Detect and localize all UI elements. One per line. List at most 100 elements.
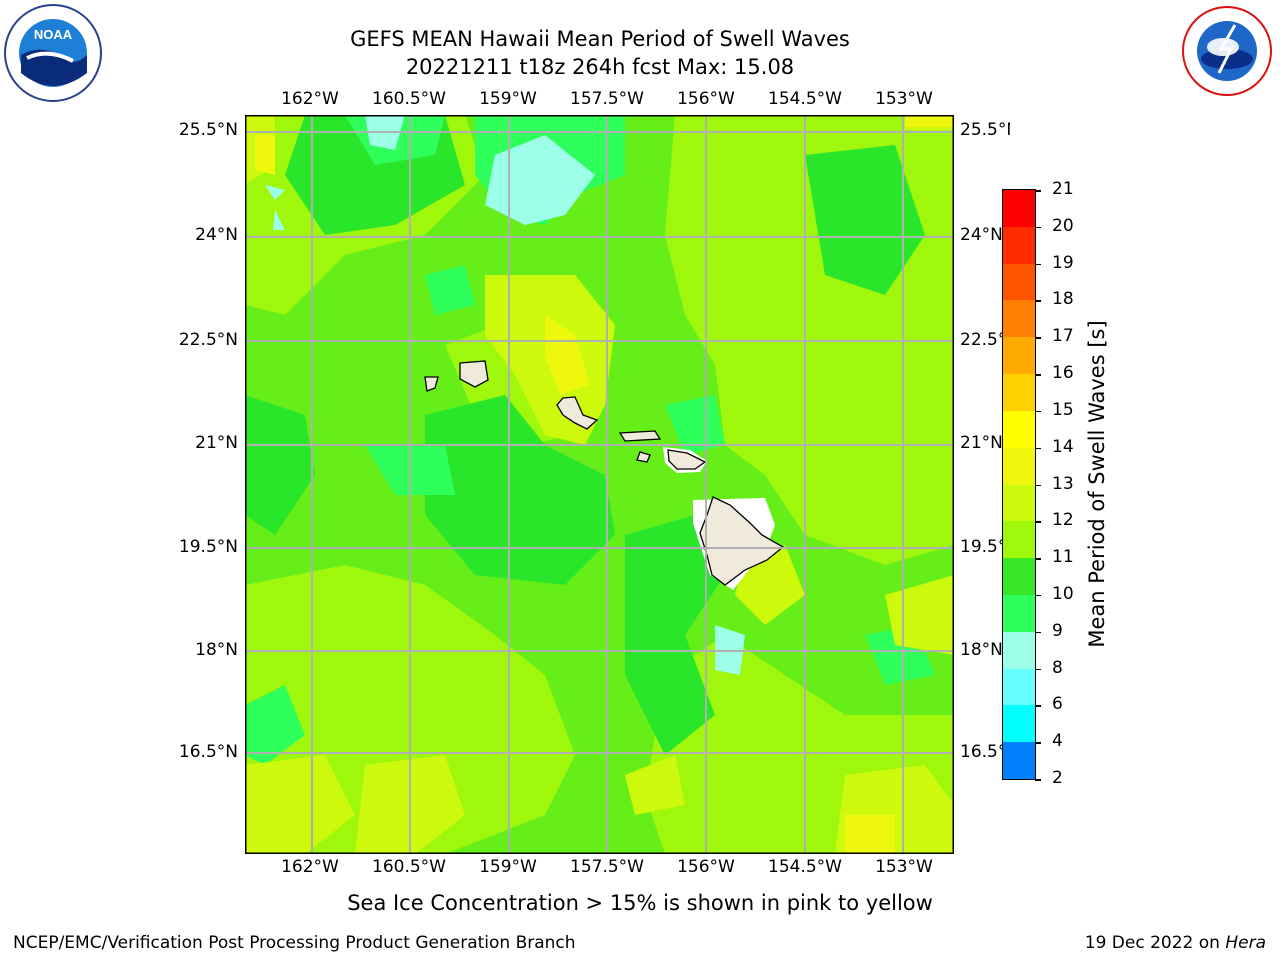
lon-label-top: 162°W: [281, 89, 339, 109]
contour-c8-9: [485, 135, 595, 225]
colorbar-tick-mark: [1035, 447, 1041, 450]
colorbar-segment: [1003, 521, 1035, 559]
colorbar-tick-label: 16: [1052, 363, 1074, 384]
contour-field: [245, 115, 954, 854]
colorbar-tick-label: 19: [1052, 252, 1074, 273]
sea-ice-note: Sea Ice Concentration > 15% is shown in …: [347, 891, 933, 915]
lat-label-left: 19.5°N: [178, 537, 238, 557]
colorbar-tick-label: 12: [1052, 510, 1074, 531]
noaa-logo: NOAA: [4, 4, 102, 102]
colorbar-tick-label: 13: [1052, 473, 1074, 494]
lon-label-bottom: 162°W: [281, 857, 339, 877]
colorbar-tick-label: 2: [1052, 768, 1063, 788]
lat-label-left: 16.5°N: [178, 742, 238, 762]
contour-c9-10: [425, 265, 475, 315]
colorbar-tick-mark: [1035, 410, 1041, 413]
lat-label-right: 25.5°N: [960, 120, 1010, 140]
contour-c13-14: [625, 755, 685, 815]
colorbar-tick-mark: [1035, 705, 1041, 707]
colorbar-tick-label: 18: [1052, 289, 1074, 310]
colorbar-segment: [1003, 410, 1035, 448]
colorbar: [1002, 189, 1036, 780]
swell-period-map: [245, 115, 954, 854]
lat-label-right: 24°N: [960, 225, 1003, 245]
colorbar-segment: [1003, 337, 1035, 375]
colorbar-tick-mark: [1035, 631, 1041, 634]
colorbar-segment: [1003, 226, 1035, 264]
lon-label-top: 154.5°W: [768, 89, 842, 109]
colorbar-tick-mark: [1035, 300, 1041, 302]
colorbar-segment: [1003, 742, 1035, 779]
footer-date-text: 19 Dec 2022 on: [1084, 933, 1226, 953]
island-oahu: [556, 396, 599, 430]
lat-lon-grid: [245, 115, 954, 854]
colorbar-tick-label: 4: [1052, 731, 1063, 752]
colorbar-tick-label: 21: [1052, 179, 1074, 199]
lat-label-right: 19.5°N: [960, 537, 1010, 557]
colorbar-tick-label: 8: [1052, 657, 1063, 678]
colorbar-segment: [1003, 631, 1035, 669]
colorbar-tick-label: 20: [1052, 215, 1074, 236]
contour-c8-9: [273, 210, 285, 230]
colorbar-segment: [1003, 484, 1035, 522]
nws-logo: [1182, 6, 1272, 96]
colorbar-tick-label: 6: [1052, 694, 1063, 715]
contour-c10-11: [245, 395, 315, 535]
contour-c14-15: [545, 315, 590, 395]
lat-label-right: 22.5°N: [960, 330, 1010, 350]
colorbar-segment: [1003, 263, 1035, 301]
island-molokai: [618, 430, 662, 442]
colorbar-tick-mark: [1035, 337, 1041, 339]
map-frame: [245, 115, 954, 854]
colorbar-tick-label: 11: [1052, 547, 1074, 568]
contour-c8-9: [265, 185, 285, 200]
island-niihau: [424, 376, 439, 392]
colorbar-tick-mark: [1035, 374, 1041, 376]
colorbar-segment: [1003, 705, 1035, 743]
island-hawaii: [699, 496, 785, 586]
contour-c14-15: [845, 815, 895, 854]
colorbar-segment: [1003, 190, 1035, 227]
contour-c14-15: [905, 115, 954, 127]
contour-c14-15: [255, 135, 275, 175]
land-masses: [424, 360, 785, 590]
lon-label-top: 156°W: [677, 89, 735, 109]
contour-c10-11: [425, 395, 615, 585]
colorbar-tick-mark: [1035, 668, 1041, 671]
lat-label-right: 18°N: [960, 640, 1003, 660]
colorbar-tick-mark: [1035, 779, 1041, 781]
lat-label-left: 25.5°N: [178, 120, 238, 140]
colorbar-tick-mark: [1035, 558, 1041, 560]
lat-label-right: 16.5°N: [960, 742, 1010, 762]
footer-host: Hera: [1225, 933, 1266, 953]
colorbar-tick-mark: [1035, 190, 1041, 192]
colorbar-segment: [1003, 447, 1035, 485]
colorbar-tick-mark: [1035, 742, 1041, 744]
colorbar-segment: [1003, 558, 1035, 595]
lon-label-bottom: 160.5°W: [372, 857, 446, 877]
contour-c9-10: [665, 395, 725, 455]
colorbar-segment: [1003, 668, 1035, 706]
lon-label-bottom: 157.5°W: [570, 857, 644, 877]
lat-label-left: 21°N: [195, 433, 238, 453]
lon-label-top: 159°W: [479, 89, 537, 109]
lat-label-left: 18°N: [195, 640, 238, 660]
colorbar-segment: [1003, 374, 1035, 411]
lon-label-top: 160.5°W: [372, 89, 446, 109]
colorbar-segment: [1003, 300, 1035, 338]
lat-label-left: 24°N: [195, 225, 238, 245]
lon-label-bottom: 156°W: [677, 857, 735, 877]
colorbar-tick-label: 14: [1052, 436, 1074, 457]
lon-label-bottom: 154.5°W: [768, 857, 842, 877]
island-maui: [667, 449, 707, 470]
colorbar-tick-mark: [1035, 484, 1041, 486]
footer-branch: NCEP/EMC/Verification Post Processing Pr…: [13, 933, 576, 953]
colorbar-tick-label: 9: [1052, 620, 1063, 641]
lon-label-bottom: 153°W: [875, 857, 933, 877]
svg-text:NOAA: NOAA: [34, 27, 73, 42]
colorbar-tick-label: 17: [1052, 326, 1074, 347]
lon-label-top: 157.5°W: [570, 89, 644, 109]
plot-title: GEFS MEAN Hawaii Mean Period of Swell Wa…: [350, 27, 850, 51]
contour-c9-10: [245, 685, 305, 765]
lat-label-left: 22.5°N: [178, 330, 238, 350]
